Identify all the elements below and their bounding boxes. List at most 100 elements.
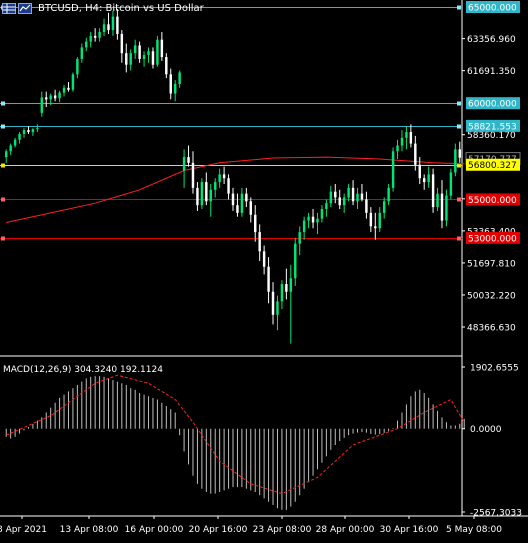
- candle-body: [182, 157, 186, 171]
- candle-body: [169, 74, 172, 94]
- candle-body: [53, 95, 57, 99]
- candle-body: [249, 201, 253, 215]
- candle-body: [334, 191, 337, 198]
- hline-handle-left[interactable]: [1, 124, 5, 129]
- candle-body: [93, 35, 97, 38]
- candle-body: [9, 145, 12, 152]
- macd-signal-line: [5, 374, 465, 495]
- candle-body: [45, 97, 48, 100]
- candle-body: [245, 193, 248, 202]
- candle-body: [142, 55, 146, 59]
- hline-handle-left[interactable]: [1, 197, 5, 202]
- candle-body: [151, 51, 155, 65]
- macd-axis-label: 0.0000: [470, 425, 502, 435]
- price-tag[interactable]: [466, 231, 520, 244]
- candle-body: [22, 130, 26, 134]
- candle-body: [298, 232, 301, 244]
- candle-body: [405, 132, 408, 138]
- price-tag[interactable]: [466, 158, 520, 171]
- candle-body: [285, 284, 288, 292]
- candle-body: [62, 87, 66, 93]
- price-tag-label: 65000.000: [468, 4, 517, 14]
- candle-body: [276, 301, 279, 315]
- hline-handle-left[interactable]: [1, 163, 5, 168]
- candle-body: [329, 191, 333, 204]
- candle-body: [338, 197, 341, 206]
- candle-body: [374, 226, 377, 229]
- hline-handle-left[interactable]: [1, 101, 5, 106]
- price-tag-label: 55000.000: [468, 196, 517, 206]
- candle-body: [98, 32, 101, 38]
- time-axis-label: 28 Apr 00:00: [316, 525, 375, 535]
- candle-body: [85, 41, 88, 48]
- candle-body: [414, 143, 417, 165]
- chart-grid-icon[interactable]: [2, 2, 16, 14]
- time-axis-label: 30 Apr 16:00: [380, 525, 439, 535]
- candle-body: [27, 130, 30, 133]
- candle-body: [196, 187, 199, 206]
- candle-body: [418, 164, 421, 179]
- candle-body: [58, 92, 61, 99]
- price-tag[interactable]: [466, 97, 520, 110]
- time-axis-label: 23 Apr 08:00: [253, 525, 312, 535]
- candle-body: [271, 291, 275, 315]
- time-axis-label: 5 May 08:00: [446, 525, 502, 535]
- candle-body: [213, 182, 217, 190]
- price-tag-label: 60000.000: [468, 100, 517, 110]
- candle-body: [294, 243, 297, 279]
- one-click-trading-icon[interactable]: [18, 2, 32, 14]
- candle-body: [325, 203, 328, 210]
- candle-body: [200, 182, 204, 206]
- candle-body: [165, 57, 168, 75]
- candle-body: [49, 95, 52, 100]
- candle-body: [222, 174, 226, 179]
- hline-handle-right[interactable]: [457, 101, 461, 106]
- candle-body: [365, 199, 368, 213]
- candle-body: [431, 174, 435, 208]
- macd-label: MACD(12,26,9) 304.3240 192.1124: [3, 365, 163, 375]
- candle-body: [400, 137, 404, 146]
- candle-body: [178, 72, 181, 84]
- candle-body: [107, 24, 110, 31]
- candle-body: [307, 216, 310, 221]
- macd-histogram: [5, 376, 465, 510]
- moving-average-line: [6, 156, 465, 223]
- hline-handle-right[interactable]: [457, 197, 461, 202]
- candle-body: [80, 47, 84, 59]
- candle-body: [378, 212, 381, 229]
- candle-body: [240, 193, 244, 213]
- hline-handle-right[interactable]: [457, 124, 461, 129]
- candle-body: [133, 45, 137, 54]
- candle-body: [280, 284, 284, 302]
- candle-body: [36, 128, 39, 130]
- price-axis-label: 51697.810: [467, 259, 516, 269]
- candle-body: [31, 129, 35, 133]
- candle-body: [342, 197, 346, 206]
- price-axis-label: 63356.960: [467, 35, 516, 45]
- candle-body: [156, 39, 159, 65]
- candle-body: [205, 182, 208, 202]
- candle-body: [311, 216, 315, 223]
- candle-body: [116, 16, 119, 34]
- candle-body: [440, 193, 444, 221]
- candle-body: [76, 58, 79, 75]
- price-axis-label: 61691.350: [467, 67, 516, 77]
- hline-handle-right[interactable]: [457, 163, 461, 168]
- price-tag-label: 58821.553: [468, 122, 517, 132]
- candle-body: [356, 193, 359, 202]
- price-tag[interactable]: [466, 119, 520, 132]
- candle-body: [351, 187, 355, 202]
- candle-body: [218, 174, 221, 183]
- hline-handle-right[interactable]: [457, 236, 461, 241]
- hline-handle-left[interactable]: [1, 236, 5, 241]
- candle-body: [67, 87, 70, 90]
- candle-body: [129, 53, 132, 65]
- price-tag[interactable]: [466, 1, 520, 13]
- candle-body: [138, 45, 141, 59]
- candle-body: [18, 133, 21, 140]
- price-tag[interactable]: [466, 193, 520, 206]
- hline-handle-right[interactable]: [457, 5, 461, 10]
- candle-body: [454, 149, 457, 173]
